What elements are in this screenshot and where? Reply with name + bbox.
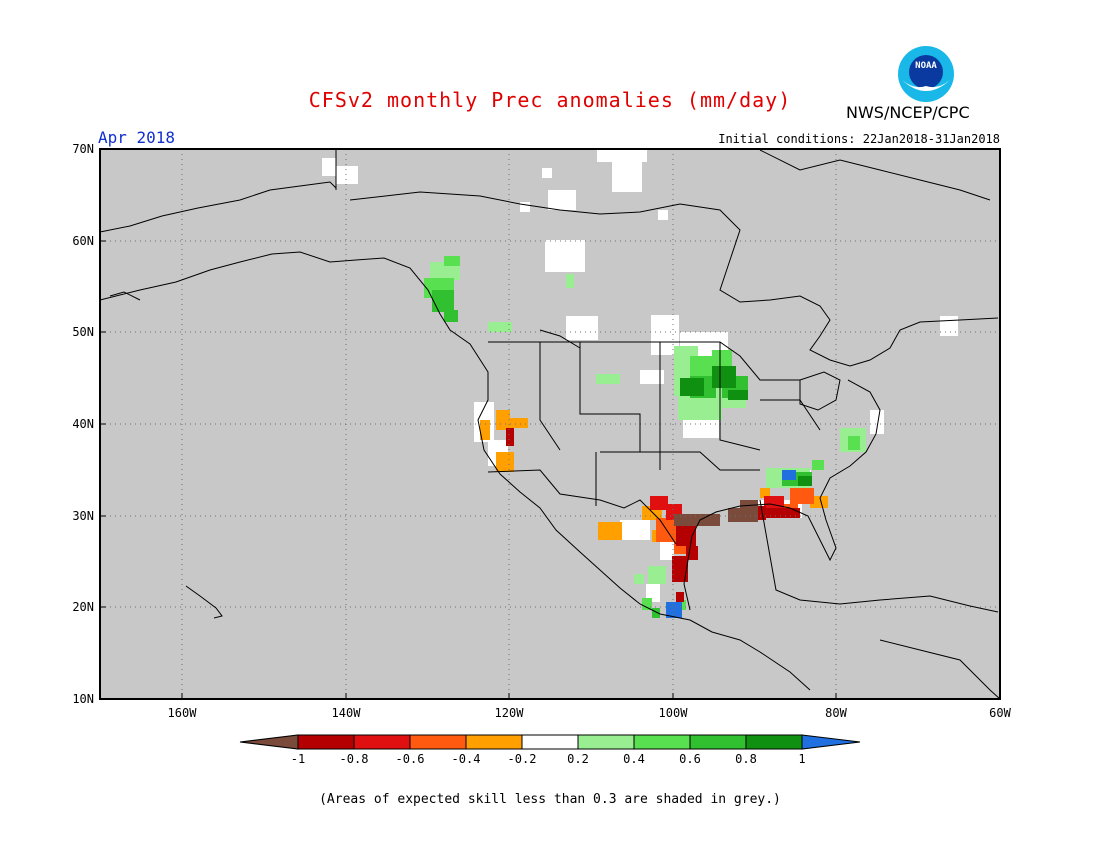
colorbar-label: 0.8 [735, 752, 757, 766]
skill-footnote: (Areas of expected skill less than 0.3 a… [319, 792, 781, 807]
lat-label: 40N [72, 417, 94, 431]
lon-label: 60W [989, 706, 1011, 720]
axis-ticks [100, 148, 837, 699]
lon-label: 140W [332, 706, 362, 720]
colorbar-segment [521, 734, 579, 750]
graticule [100, 149, 1000, 699]
forecast-month: Apr 2018 [98, 128, 176, 147]
colorbar-segment [689, 734, 747, 750]
lat-label: 50N [72, 325, 94, 339]
colorbar-label: 0.2 [567, 752, 589, 766]
lat-label: 30N [72, 509, 94, 523]
initial-conditions: Initial conditions: 22Jan2018-31Jan2018 [718, 132, 1000, 146]
lon-label: 160W [168, 706, 198, 720]
lat-label: 60N [72, 234, 94, 248]
svg-text:NOAA: NOAA [915, 61, 937, 71]
agency-label: NWS/NCEP/CPC [846, 103, 970, 122]
lat-label: 20N [72, 600, 94, 614]
colorbar-label: -0.2 [508, 752, 537, 766]
colorbar-label: 0.4 [623, 752, 645, 766]
colorbar-upper-arrow [801, 734, 861, 750]
colorbar-label: 0.6 [679, 752, 701, 766]
colorbar-segment [745, 734, 803, 750]
borders [487, 341, 821, 545]
colorbar-segment [353, 734, 411, 750]
colorbar-label: -0.4 [452, 752, 481, 766]
lat-labels: 70N 60N 50N 40N 30N 20N 10N [72, 142, 94, 706]
lat-label: 70N [72, 142, 94, 156]
lon-labels: 160W 140W 120W 100W 80W 60W [168, 706, 1012, 720]
lon-label: 100W [659, 706, 689, 720]
colorbar: -1 -0.8 -0.6 -0.4 -0.2 0.2 0.4 0.6 0.8 1 [239, 734, 861, 766]
colorbar-segment [409, 734, 467, 750]
lon-label: 80W [825, 706, 847, 720]
coastlines [99, 149, 1001, 700]
colorbar-label: 1 [798, 752, 805, 766]
colorbar-segment [577, 734, 635, 750]
colorbar-segment [297, 734, 355, 750]
colorbar-lower-arrow [239, 734, 299, 750]
colorbar-segment [633, 734, 691, 750]
colorbar-label: -1 [291, 752, 305, 766]
colorbar-label: -0.8 [340, 752, 369, 766]
lon-label: 120W [495, 706, 525, 720]
colorbar-segment [465, 734, 523, 750]
lat-label: 10N [72, 692, 94, 706]
colorbar-label: -0.6 [396, 752, 425, 766]
chart-title: CFSv2 monthly Prec anomalies (mm/day) [308, 88, 792, 112]
noaa-logo: NOAA [896, 44, 956, 104]
